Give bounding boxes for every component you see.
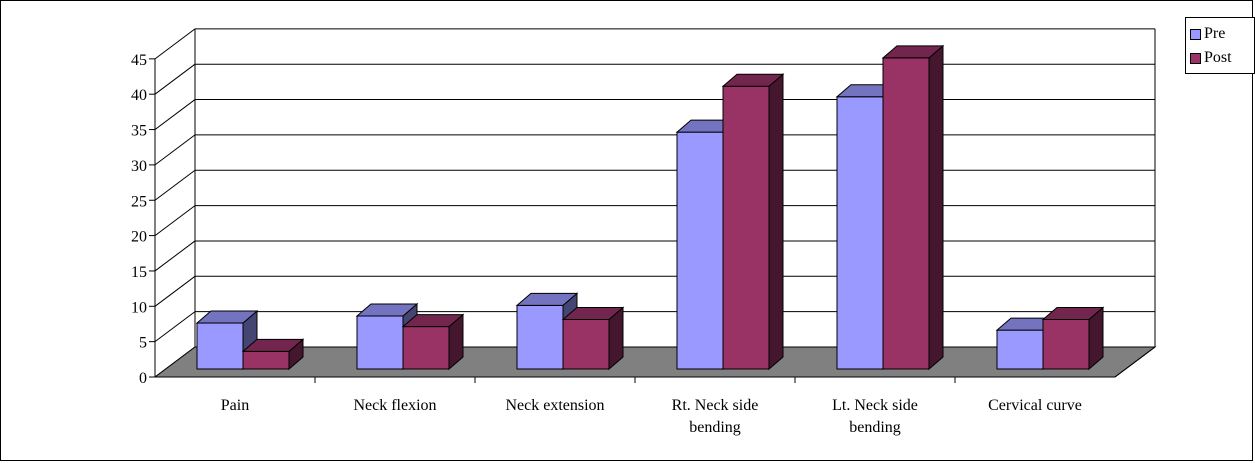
axes [149, 58, 1156, 383]
y-tick-label: 0 [139, 370, 147, 387]
bar-top [721, 73, 785, 87]
legend: Pre Post [1185, 17, 1255, 74]
bar-post [241, 338, 305, 371]
bar-top [881, 45, 945, 59]
gridline-side [154, 275, 196, 307]
y-tick-label: 15 [131, 264, 147, 281]
x-tick-label: Cervical curve [988, 397, 1082, 414]
y-tick-label: 35 [131, 123, 147, 140]
bar-post [881, 44, 945, 371]
bar-side [928, 44, 944, 371]
gridline-side [154, 169, 196, 201]
gridline-side [154, 205, 196, 237]
bar-front [996, 329, 1044, 370]
legend-label-pre: Pre [1204, 25, 1226, 42]
legend-label-post: Post [1204, 49, 1232, 66]
axis-labels: 0 5 10 15 20 25 30 35 40 45 Pain Neck flexion Neck e… [131, 52, 1082, 436]
legend-swatch-post [1190, 52, 1201, 64]
plot-walls [155, 28, 1155, 377]
bar-front [196, 322, 244, 370]
bar-post [561, 306, 625, 371]
bar-front [676, 131, 724, 370]
bar-top [515, 292, 579, 306]
bar-front [1042, 319, 1090, 370]
y-tick-label: 5 [139, 335, 147, 352]
bar-front [242, 350, 290, 370]
bar-top [1041, 307, 1105, 321]
bar-front [882, 57, 930, 370]
x-tick-label: Rt. Neck side [672, 397, 759, 414]
x-tick-label: bending [849, 419, 901, 436]
x-tick-label: Lt. Neck side [832, 397, 918, 414]
bar-post [401, 313, 465, 371]
bar-front [836, 96, 884, 370]
legend-item-post: Post [1190, 47, 1232, 69]
back-wall [195, 28, 1155, 347]
bar-post [1041, 306, 1105, 371]
bar-front [562, 319, 610, 370]
bar-front [516, 304, 564, 370]
legend-item-pre: Pre [1190, 23, 1225, 45]
bar-top [355, 303, 419, 317]
bar-side [768, 73, 784, 371]
bar-top [401, 314, 465, 328]
gridlines [154, 28, 1156, 378]
x-tick-label: Neck extension [505, 397, 604, 414]
y-tick-label: 25 [131, 193, 147, 210]
y-tick-label: 10 [131, 299, 147, 316]
side-wall [155, 28, 195, 377]
floor-right-edge [1114, 346, 1156, 378]
legend-swatch-pre [1190, 28, 1201, 40]
gridline-side [154, 134, 196, 166]
bar-top [561, 307, 625, 321]
gridline-side [154, 240, 196, 272]
bar-top [195, 310, 259, 324]
x-tick-label: Neck flexion [353, 397, 436, 414]
x-tick-label: bending [689, 419, 741, 436]
y-tick-label: 45 [131, 52, 147, 69]
gridline-side [154, 99, 196, 130]
bar-front [722, 85, 770, 370]
bar-top [241, 338, 305, 352]
bar-post [721, 73, 785, 371]
x-tick-label: Pain [221, 397, 249, 414]
y-tick-label: 40 [131, 87, 147, 104]
bar-front [356, 315, 404, 370]
y-tick-label: 30 [131, 158, 147, 175]
gridline-side [154, 28, 196, 60]
gridline-side [154, 63, 196, 95]
y-tick-label: 20 [131, 229, 147, 246]
bars [195, 44, 1105, 371]
gridline-side [154, 311, 196, 343]
bar-front [402, 326, 450, 370]
